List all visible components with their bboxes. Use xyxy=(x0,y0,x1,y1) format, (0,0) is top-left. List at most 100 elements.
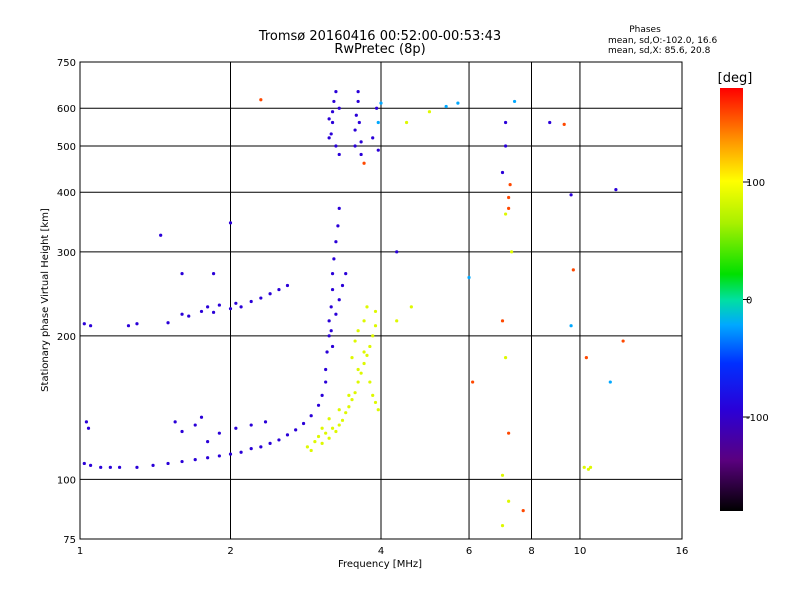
data-point xyxy=(336,224,340,228)
data-point xyxy=(337,206,341,210)
data-point xyxy=(327,319,331,323)
data-point xyxy=(301,421,306,426)
data-point xyxy=(582,465,586,469)
data-point xyxy=(329,132,333,136)
data-point xyxy=(313,440,317,444)
data-point xyxy=(508,182,512,187)
data-point xyxy=(347,405,351,409)
data-point xyxy=(395,319,399,323)
data-point xyxy=(507,195,511,200)
data-point xyxy=(371,393,375,398)
data-point xyxy=(325,350,329,354)
data-point xyxy=(588,465,593,469)
data-point xyxy=(337,408,341,412)
data-point xyxy=(135,465,139,469)
data-point xyxy=(277,438,281,442)
data-point xyxy=(368,380,372,384)
data-point xyxy=(228,307,233,311)
data-point xyxy=(316,434,321,439)
data-point xyxy=(193,458,197,462)
data-point xyxy=(467,275,471,280)
y-tick-label: 100 xyxy=(57,475,76,486)
data-point xyxy=(217,431,221,435)
data-point xyxy=(359,140,363,144)
data-point xyxy=(327,334,331,338)
y-tick-label: 400 xyxy=(57,188,76,199)
data-point xyxy=(86,426,91,430)
x-tick-label: 10 xyxy=(574,546,587,557)
data-point xyxy=(268,292,272,296)
data-point xyxy=(320,393,324,398)
data-point xyxy=(337,423,341,427)
data-point xyxy=(379,101,383,105)
y-tick-label: 600 xyxy=(57,104,76,115)
data-point xyxy=(330,426,335,430)
data-point xyxy=(309,414,313,418)
data-point xyxy=(228,452,233,456)
colorbar-tick-label: 100 xyxy=(746,178,765,189)
data-point xyxy=(356,367,360,372)
data-point xyxy=(353,391,357,395)
data-point xyxy=(362,361,366,366)
data-point xyxy=(277,287,281,292)
data-point xyxy=(126,324,131,328)
data-point xyxy=(217,303,221,307)
data-point xyxy=(259,296,263,300)
data-point xyxy=(359,371,363,375)
x-tick-label: 6 xyxy=(466,546,472,557)
data-point xyxy=(206,456,210,460)
data-point xyxy=(206,440,210,444)
chart-subtitle: RwPretec (8p) xyxy=(334,42,425,57)
data-point xyxy=(521,509,525,513)
data-point xyxy=(500,524,505,528)
data-point xyxy=(353,339,357,343)
colorbar-label: [deg] xyxy=(718,71,753,86)
plot-frame xyxy=(79,61,683,540)
data-point xyxy=(228,221,233,225)
data-point xyxy=(344,272,348,276)
data-point xyxy=(344,411,348,415)
data-point xyxy=(82,461,86,466)
data-point xyxy=(193,423,197,427)
x-tick-label: 2 xyxy=(227,546,233,557)
data-point xyxy=(409,305,413,309)
data-point xyxy=(500,170,505,175)
data-point xyxy=(510,250,514,254)
data-point xyxy=(108,465,112,469)
data-point xyxy=(159,233,163,237)
data-point xyxy=(239,450,243,454)
data-point xyxy=(362,319,366,323)
data-point xyxy=(456,101,460,105)
x-axis-label: Frequency [MHz] xyxy=(338,559,422,570)
data-point xyxy=(500,319,505,323)
data-point xyxy=(234,301,238,305)
data-point xyxy=(340,283,345,288)
data-point xyxy=(373,324,378,328)
phase-stats-o: mean, sd,O:-102.0, 16.6 xyxy=(608,36,718,46)
data-point xyxy=(166,321,170,325)
data-point xyxy=(621,339,625,343)
data-point xyxy=(334,144,338,148)
data-point xyxy=(151,463,155,467)
data-point xyxy=(356,99,360,104)
data-point xyxy=(320,426,324,430)
data-point xyxy=(356,329,360,333)
data-point xyxy=(368,344,372,349)
y-tick-labels: 75 100 200 300 400 500 600 750 xyxy=(57,58,76,546)
data-point xyxy=(353,144,357,148)
data-point xyxy=(206,305,210,309)
data-point xyxy=(569,193,573,197)
data-point xyxy=(180,312,184,316)
data-point xyxy=(356,90,360,94)
x-tick-label: 8 xyxy=(528,546,534,557)
data-point xyxy=(376,120,380,125)
data-point xyxy=(362,350,366,354)
x-tick-label: 4 xyxy=(378,546,384,557)
data-point xyxy=(327,417,331,421)
data-point xyxy=(329,329,333,333)
data-point xyxy=(586,467,591,471)
data-point xyxy=(135,322,139,326)
data-point xyxy=(324,431,328,435)
data-point xyxy=(347,393,351,398)
data-point xyxy=(340,418,345,422)
